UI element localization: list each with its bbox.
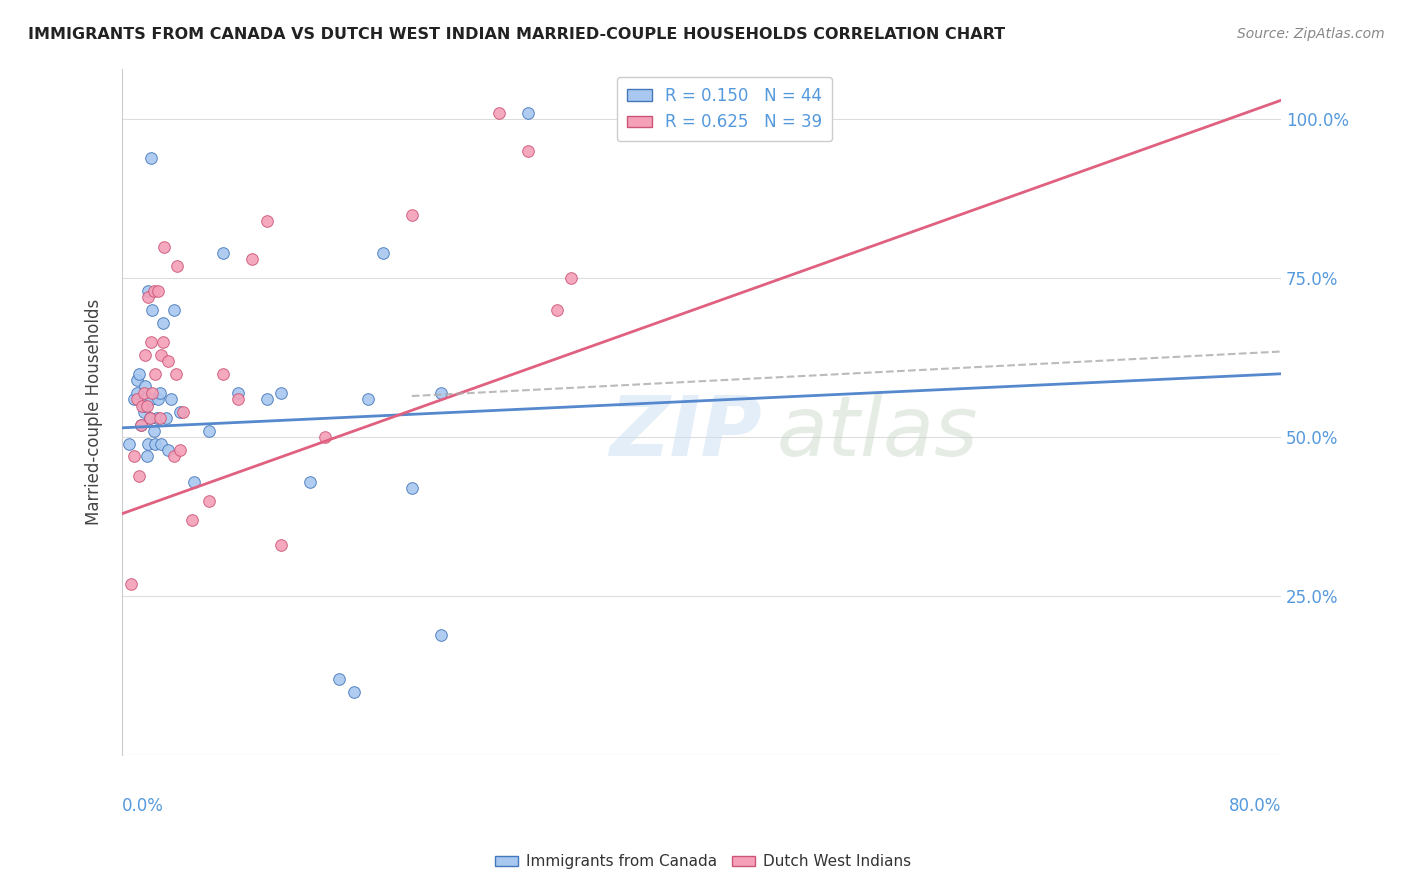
Point	[155, 411, 177, 425]
Y-axis label: Married-couple Households: Married-couple Households	[86, 299, 103, 525]
Point	[148, 284, 170, 298]
Point	[132, 385, 155, 400]
Point	[166, 259, 188, 273]
Point	[488, 106, 510, 120]
Point	[212, 246, 235, 260]
Point	[125, 385, 148, 400]
Point	[135, 399, 157, 413]
Point	[134, 379, 156, 393]
Legend: Immigrants from Canada, Dutch West Indians: Immigrants from Canada, Dutch West India…	[489, 848, 917, 875]
Point	[132, 405, 155, 419]
Point	[172, 405, 194, 419]
Point	[146, 411, 169, 425]
Point	[128, 468, 150, 483]
Point	[357, 392, 380, 407]
Point	[429, 385, 451, 400]
Point	[139, 334, 162, 349]
Point	[149, 411, 172, 425]
Text: ZIP: ZIP	[609, 392, 762, 473]
Point	[125, 392, 148, 407]
Point	[135, 450, 157, 464]
Point	[516, 144, 538, 158]
Point	[226, 392, 249, 407]
Point	[139, 151, 162, 165]
Point	[128, 367, 150, 381]
Text: atlas: atlas	[778, 392, 979, 473]
Point	[145, 436, 167, 450]
Point	[136, 284, 159, 298]
Point	[142, 284, 165, 298]
Text: Source: ZipAtlas.com: Source: ZipAtlas.com	[1237, 27, 1385, 41]
Point	[136, 436, 159, 450]
Point	[141, 303, 163, 318]
Point	[183, 475, 205, 489]
Point	[226, 385, 249, 400]
Point	[125, 373, 148, 387]
Point	[132, 399, 155, 413]
Point	[328, 672, 350, 686]
Point	[198, 424, 221, 438]
Point	[160, 392, 183, 407]
Point	[212, 367, 235, 381]
Point	[270, 539, 292, 553]
Point	[157, 443, 180, 458]
Text: IMMIGRANTS FROM CANADA VS DUTCH WEST INDIAN MARRIED-COUPLE HOUSEHOLDS CORRELATIO: IMMIGRANTS FROM CANADA VS DUTCH WEST IND…	[28, 27, 1005, 42]
Point	[136, 290, 159, 304]
Point	[198, 494, 221, 508]
Point	[145, 367, 167, 381]
Point	[343, 685, 366, 699]
Point	[150, 436, 173, 450]
Point	[180, 513, 202, 527]
Legend: R = 0.150   N = 44, R = 0.625   N = 39: R = 0.150 N = 44, R = 0.625 N = 39	[617, 77, 832, 141]
Point	[150, 348, 173, 362]
Point	[401, 208, 423, 222]
Point	[270, 385, 292, 400]
Point	[401, 481, 423, 495]
Point	[131, 399, 153, 413]
Point	[138, 411, 160, 425]
Point	[120, 576, 142, 591]
Point	[153, 239, 176, 253]
Point	[148, 392, 170, 407]
Point	[134, 392, 156, 407]
Point	[169, 405, 191, 419]
Point	[165, 367, 187, 381]
Point	[242, 252, 264, 267]
Point	[169, 443, 191, 458]
Point	[129, 417, 152, 432]
Point	[256, 392, 278, 407]
Point	[129, 417, 152, 432]
Text: 80.0%: 80.0%	[1229, 797, 1281, 814]
Point	[299, 475, 322, 489]
Point	[142, 424, 165, 438]
Point	[157, 354, 180, 368]
Point	[152, 334, 174, 349]
Point	[149, 385, 172, 400]
Point	[560, 271, 582, 285]
Point	[516, 106, 538, 120]
Text: 0.0%: 0.0%	[122, 797, 165, 814]
Point	[152, 316, 174, 330]
Point	[134, 348, 156, 362]
Point	[122, 450, 145, 464]
Point	[163, 303, 186, 318]
Point	[429, 627, 451, 641]
Point	[546, 303, 568, 318]
Point	[314, 430, 336, 444]
Point	[139, 392, 162, 407]
Point	[141, 385, 163, 400]
Point	[256, 214, 278, 228]
Point	[118, 436, 141, 450]
Point	[138, 411, 160, 425]
Point	[371, 246, 394, 260]
Point	[122, 392, 145, 407]
Point	[163, 450, 186, 464]
